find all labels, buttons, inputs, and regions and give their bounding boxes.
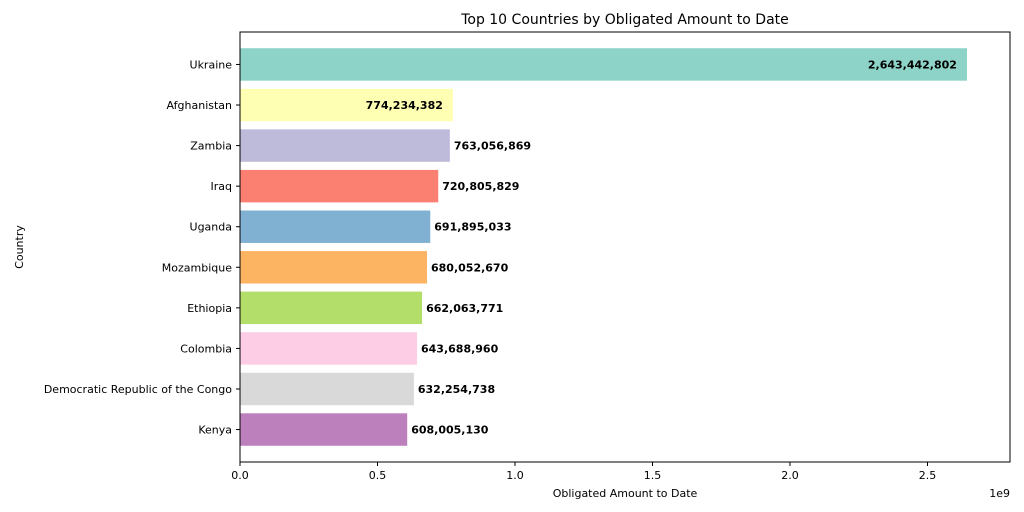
data-label: 763,056,869 (454, 140, 531, 153)
y-tick-label: Democratic Republic of the Congo (44, 383, 232, 396)
bar-uganda (240, 210, 431, 243)
y-tick-label: Afghanistan (167, 99, 233, 112)
plot-frame (239, 31, 1011, 463)
data-label: 691,895,033 (434, 221, 511, 234)
data-label: 680,052,670 (431, 261, 509, 274)
y-tick-label: Zambia (190, 140, 232, 153)
bar-mozambique (240, 251, 428, 284)
x-tick-label: 0.0 (231, 469, 249, 482)
bar-democratic-republic-of-the-congo (240, 372, 414, 406)
y-tick-label: Ethiopia (187, 302, 232, 315)
data-label: 2,643,442,802 (868, 58, 957, 71)
x-axis-offset-label: 1e9 (989, 487, 1010, 500)
bar-kenya (240, 413, 408, 446)
bar-zambia (240, 129, 450, 162)
bar-afghanistan (240, 88, 453, 122)
x-tick-label: 1.5 (644, 469, 662, 482)
data-label: 632,254,738 (418, 383, 495, 396)
y-tick-label: Ukraine (190, 58, 233, 71)
x-tick-label: 2.0 (781, 469, 799, 482)
y-tick-label: Iraq (211, 180, 233, 193)
y-tick-label: Kenya (198, 424, 232, 437)
x-axis-ticks: 0.0 0.5 1.0 1.5 2.0 2.5 (231, 462, 936, 482)
chart-title: Top 10 Countries by Obligated Amount to … (460, 12, 789, 28)
x-tick-label: 1.0 (506, 469, 524, 482)
y-tick-label: Uganda (190, 221, 232, 234)
y-tick-label: Mozambique (162, 261, 232, 274)
bar-iraq (240, 169, 439, 203)
x-axis-label: Obligated Amount to Date (553, 487, 698, 500)
y-axis-label: Country (13, 225, 26, 269)
x-tick-label: 2.5 (919, 469, 937, 482)
x-tick-label: 0.5 (369, 469, 387, 482)
data-label: 608,005,130 (411, 424, 489, 437)
y-axis-ticks: Ukraine Afghanistan Zambia Iraq Uganda Mozamb… (44, 58, 240, 437)
bars-group: 2,643,442,802 774,234,382 763,056,869 720,8… (240, 48, 967, 446)
data-label: 774,234,382 (366, 99, 443, 112)
data-label: 720,805,829 (442, 180, 519, 193)
data-label: 662,063,771 (426, 302, 503, 315)
data-label: 643,688,960 (421, 342, 499, 355)
bar-colombia (240, 332, 418, 365)
bar-ukraine (240, 48, 967, 81)
bar-ethiopia (240, 291, 423, 325)
y-tick-label: Colombia (180, 342, 232, 355)
